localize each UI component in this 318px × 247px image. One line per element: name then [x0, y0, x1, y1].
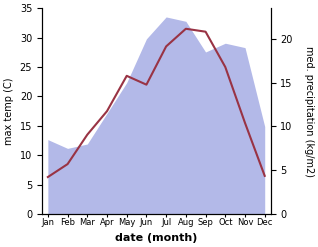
X-axis label: date (month): date (month) [115, 233, 197, 243]
Y-axis label: max temp (C): max temp (C) [4, 77, 14, 145]
Y-axis label: med. precipitation (kg/m2): med. precipitation (kg/m2) [304, 46, 314, 177]
